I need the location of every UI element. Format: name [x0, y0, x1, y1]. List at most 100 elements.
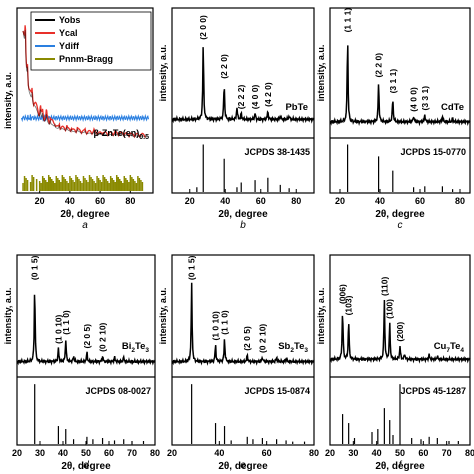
compound-text: Sb: [278, 341, 290, 352]
reference-label: JCPDS 15-0770: [400, 147, 466, 157]
x-tick-label: 40: [58, 448, 68, 458]
x-tick-label: 40: [372, 448, 382, 458]
x-tick-label: 20: [12, 448, 22, 458]
x-tick-label: 60: [256, 196, 266, 206]
compound-label: Cu7Te4: [434, 341, 465, 354]
legend-label: Yobs: [59, 15, 80, 25]
legend: Yobs Ycal Ydiff Pnnm-Bragg: [30, 11, 152, 71]
compound-text: Te: [294, 341, 304, 352]
panel-letter: a: [82, 220, 88, 231]
x-tick-label: 20: [325, 448, 335, 458]
x-tick-label: 80: [291, 196, 301, 206]
x-tick-label: 60: [262, 448, 272, 458]
xrd-pattern: [171, 47, 315, 124]
reference-label: JCPDS 08-0027: [85, 386, 151, 396]
peak-label: (2 2 0): [219, 54, 229, 79]
x-tick-label: 80: [309, 448, 319, 458]
peak-label: (006): [338, 284, 348, 304]
xrd-pattern: [16, 294, 156, 366]
x-tick-label: 30: [35, 448, 45, 458]
xrd-pattern: [171, 282, 315, 366]
x-tick-label: 60: [104, 448, 114, 458]
panel-letter: d: [83, 460, 89, 471]
compound-subscript: 2: [131, 347, 135, 354]
x-tick-label: 80: [150, 448, 160, 458]
plot-frame: [171, 7, 315, 194]
peak-label: (200): [395, 322, 405, 342]
x-tick-label: 20: [185, 196, 195, 206]
x-tick-label: 20: [167, 448, 177, 458]
compound-label: Bi2Te3: [122, 341, 150, 354]
peak-label: (4 0 0): [409, 87, 419, 112]
x-axis-label: 2θ, degree: [375, 461, 425, 472]
x-tick-label: 50: [395, 448, 405, 458]
compound-label: PbTe: [285, 102, 308, 113]
y-axis-label: intensity, a.u.: [3, 72, 13, 129]
peak-label: (4 0 0): [250, 85, 260, 110]
x-axis-label: 2θ, degree: [61, 461, 111, 472]
compound-subscript: 3: [304, 347, 308, 354]
compound-text: Te: [135, 341, 145, 352]
panel-letter: c: [398, 220, 403, 231]
x-tick-label: 70: [442, 448, 452, 458]
xrd-pattern: [329, 299, 471, 364]
x-tick-label: 40: [214, 448, 224, 458]
panel-letter: f: [399, 460, 403, 471]
panel-c: 20 40 60 80 2θ, degree intensity, a.u. c (1 1 1…: [316, 7, 471, 231]
x-tick-label: 40: [65, 196, 75, 206]
x-tick-label: 60: [415, 196, 425, 206]
peak-label: (0 1 5): [30, 255, 40, 280]
reference-label: JCPDS 15-0874: [244, 386, 310, 396]
peak-label: (3 1 1): [388, 69, 398, 94]
legend-box: [30, 11, 152, 71]
plot-frame: [171, 254, 315, 446]
peak-label: (0 2 10): [257, 324, 267, 353]
peak-label: (2 0 0): [198, 15, 208, 40]
peak-label: (1 1 0): [61, 310, 71, 335]
peak-label: (2 0 5): [242, 326, 252, 351]
peak-label: (3 3 1): [420, 86, 430, 111]
x-tick-label: 60: [95, 196, 105, 206]
peak-label: (1 0 10): [211, 311, 221, 340]
peak-label: (1 1 1): [343, 8, 353, 33]
panel-a: 20 40 60 80 2θ, degree intensity, a.u. a Yobs Yc…: [3, 7, 154, 231]
peak-label: (4 2 0): [263, 82, 273, 107]
peak-label: (110): [379, 276, 389, 296]
peak-label: (2 0 5): [82, 324, 92, 349]
peak-label: (0 2 10): [98, 322, 108, 351]
x-tick-label: 20: [335, 196, 345, 206]
phase-label-main: β-ZnTe(en): [93, 128, 139, 138]
panel-f: 20 30 40 50 60 70 80 2θ, degree intensity, a.u. f…: [316, 254, 474, 472]
compound-subscript: 3: [145, 347, 149, 354]
x-tick-label: 80: [455, 196, 465, 206]
x-tick-label: 80: [125, 196, 135, 206]
panel-d: 20 30 40 50 60 70 80 2θ, degree intensity, a.u. d…: [3, 254, 160, 472]
y-axis-label: intensity, a.u.: [316, 45, 326, 102]
peak-label: (2 2 2): [236, 85, 246, 110]
y-axis-label: intensity, a.u.: [316, 288, 326, 345]
plot-frame: [329, 7, 471, 194]
reference-label: JCPDS 45-1287: [400, 386, 466, 396]
x-tick-label: 30: [348, 448, 358, 458]
panel-b: 20 40 60 80 2θ, degree intensity, a.u. b (2 0 0…: [158, 7, 315, 231]
peak-label: (1 0 10): [53, 314, 63, 343]
x-tick-label: 20: [35, 196, 45, 206]
panel-letter: e: [240, 460, 246, 471]
compound-subscript: 2: [290, 347, 294, 354]
compound-text: PbTe: [285, 102, 308, 113]
x-tick-label: 40: [220, 196, 230, 206]
peak-label: (103): [344, 295, 354, 315]
y-axis-label: intensity, a.u.: [158, 288, 168, 345]
peak-label: (2 2 0): [374, 53, 384, 78]
x-tick-label: 60: [418, 448, 428, 458]
panel-e: 20 40 60 80 2θ, degree intensity, a.u. e (0 1 5…: [158, 254, 319, 472]
peak-label: (100): [385, 299, 395, 319]
legend-label: Pnnm-Bragg: [59, 54, 113, 64]
legend-label: Ycal: [59, 28, 78, 38]
compound-text: CdTe: [441, 102, 464, 113]
phase-label: β-ZnTe(en)0.5: [93, 128, 149, 141]
x-tick-label: 80: [465, 448, 474, 458]
x-axis-label: 2θ, degree: [218, 209, 268, 220]
compound-text: Te: [450, 341, 460, 352]
